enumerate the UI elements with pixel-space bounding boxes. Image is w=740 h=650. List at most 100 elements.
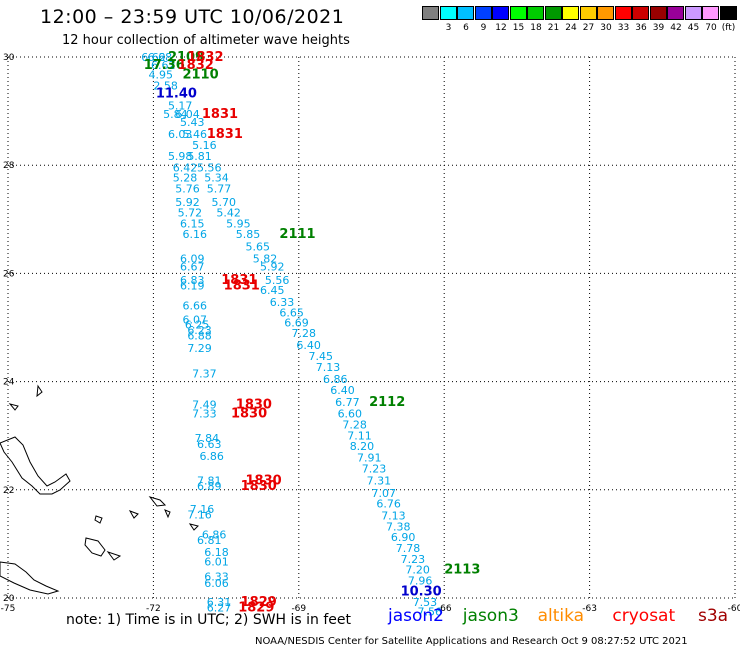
pass-time-label: 2111 xyxy=(279,227,315,242)
island-outline xyxy=(188,523,199,531)
wave-height-value: 6.33 xyxy=(270,296,295,309)
legend-swatch xyxy=(562,6,579,20)
island-outline xyxy=(0,561,60,595)
pass-time-label: 1832 xyxy=(187,50,223,65)
legend-swatch xyxy=(614,6,632,20)
wave-height-value: 7.84 xyxy=(195,432,220,445)
pass-time-label: 1830 xyxy=(236,398,272,413)
wave-height-value: 5.76 xyxy=(175,182,200,195)
longitude-tick-label: -75 xyxy=(1,604,16,614)
wave-height-value: 6.90 xyxy=(391,531,416,544)
wave-height-value: 5.72 xyxy=(178,207,203,220)
wave-height-value: 7.56 xyxy=(418,605,443,618)
wave-height-value: 6.40 xyxy=(330,384,355,397)
legend-label: 36 xyxy=(635,23,647,33)
legend-swatch xyxy=(422,6,439,20)
legend-swatch xyxy=(667,6,684,20)
wave-height-value: 6.67 xyxy=(180,261,205,274)
wave-height-value: 6.89 xyxy=(197,480,222,493)
wave-height-value: 7.11 xyxy=(347,429,372,442)
wave-height-value: 4.95 xyxy=(149,69,174,82)
wave-height-value: 6.06 xyxy=(204,577,229,590)
island-outline xyxy=(148,496,167,507)
wave-height-value: 6.09 xyxy=(180,253,205,266)
credit-line: NOAA/NESDIS Center for Satellite Applica… xyxy=(255,636,688,647)
legend-swatch xyxy=(457,6,474,20)
wave-height-value: 5.81 xyxy=(187,150,212,163)
wave-height-value: 7.37 xyxy=(192,367,217,380)
wave-height-value: 7.16 xyxy=(190,503,215,516)
wave-height-value: 6.25 xyxy=(185,319,210,332)
wave-height-value: 7.20 xyxy=(405,564,430,577)
satellite-jason2: jason2 xyxy=(388,606,444,626)
wave-height-value: 6.16 xyxy=(182,228,207,241)
legend-swatch xyxy=(509,6,527,20)
legend-swatch xyxy=(474,6,492,20)
legend-label: 30 xyxy=(600,23,612,33)
legend-label: 45 xyxy=(687,23,700,33)
longitude-tick-label: -72 xyxy=(146,604,161,614)
legend-swatch xyxy=(702,6,719,20)
wave-height-value: 5.77 xyxy=(207,182,232,195)
satellite-cryosat: cryosat xyxy=(612,606,676,626)
island-outline xyxy=(106,551,122,561)
wave-height-value: 7.31 xyxy=(367,474,392,487)
pass-time-label: 1830 xyxy=(231,406,267,421)
wave-height-value: 7.45 xyxy=(308,350,333,363)
latitude-tick-label: 22 xyxy=(3,486,14,496)
island-outline xyxy=(36,384,43,398)
wave-height-value: 6.68 xyxy=(148,51,173,64)
island-outline xyxy=(0,436,71,495)
wave-height-value: 5.65 xyxy=(245,241,270,254)
pass-time-label: 2112 xyxy=(369,395,405,410)
wave-height-value: 5.92 xyxy=(260,261,285,274)
latitude-tick-label: 26 xyxy=(3,269,15,279)
wave-height-value: 7.38 xyxy=(386,520,411,533)
wave-height-value: 7.33 xyxy=(192,407,217,420)
wave-height-value: 6.81 xyxy=(197,534,222,547)
legend-label: 6 xyxy=(463,23,469,33)
wave-height-value: 6.23 xyxy=(187,324,212,337)
wave-height-value: 7.81 xyxy=(197,474,222,487)
wave-height-value: 7.07 xyxy=(372,487,397,500)
wave-height-value: 6.66 xyxy=(182,300,207,313)
legend-swatch xyxy=(597,6,614,20)
legend-swatch xyxy=(579,6,597,20)
wave-height-value: 6.63 xyxy=(197,438,222,451)
island-outline xyxy=(84,537,106,557)
wave-height-value: 7.49 xyxy=(192,399,217,412)
legend-label: 27 xyxy=(582,23,595,33)
legend-label: 33 xyxy=(617,23,630,33)
legend-label: 18 xyxy=(530,23,542,33)
map-subtitle: 12 hour collection of altimeter wave hei… xyxy=(62,33,350,48)
legend-label: 39 xyxy=(652,23,665,33)
wave-height-value: 7.28 xyxy=(292,327,317,340)
legend-swatch xyxy=(492,6,509,20)
legend-swatch xyxy=(719,6,737,20)
legend-label: 21 xyxy=(547,23,560,33)
wave-height-value: 6.62 xyxy=(141,51,166,64)
wave-height-value: 7.78 xyxy=(396,542,421,555)
pass-time-label: 1831 xyxy=(224,279,260,294)
legend-swatch xyxy=(649,6,667,20)
longitude-tick-label: -60 xyxy=(728,604,740,614)
island-outline xyxy=(8,403,19,411)
wave-height-value: 5.28 xyxy=(173,171,198,184)
wave-height-value: 5.85 xyxy=(236,228,261,241)
wave-height-value: 6.86 xyxy=(199,450,224,463)
wave-height-value: 7.13 xyxy=(381,510,406,523)
pass-time-label: 1832 xyxy=(178,58,214,73)
longitude-tick-label: -69 xyxy=(291,604,306,614)
wave-height-value: 7.29 xyxy=(187,342,212,355)
wave-height-value: 7.28 xyxy=(342,419,367,432)
pass-time-label: 11.40 xyxy=(156,87,197,102)
wave-height-value: 6.15 xyxy=(180,217,205,230)
latitude-tick-label: 20 xyxy=(3,594,15,604)
legend-swatch xyxy=(544,6,562,20)
wave-height-value: 2.58 xyxy=(153,79,178,92)
legend-label: 12 xyxy=(495,23,507,33)
island-outline xyxy=(164,509,171,519)
wave-height-value: 6.60 xyxy=(338,407,363,420)
pass-time-label: 1831 xyxy=(202,107,238,122)
